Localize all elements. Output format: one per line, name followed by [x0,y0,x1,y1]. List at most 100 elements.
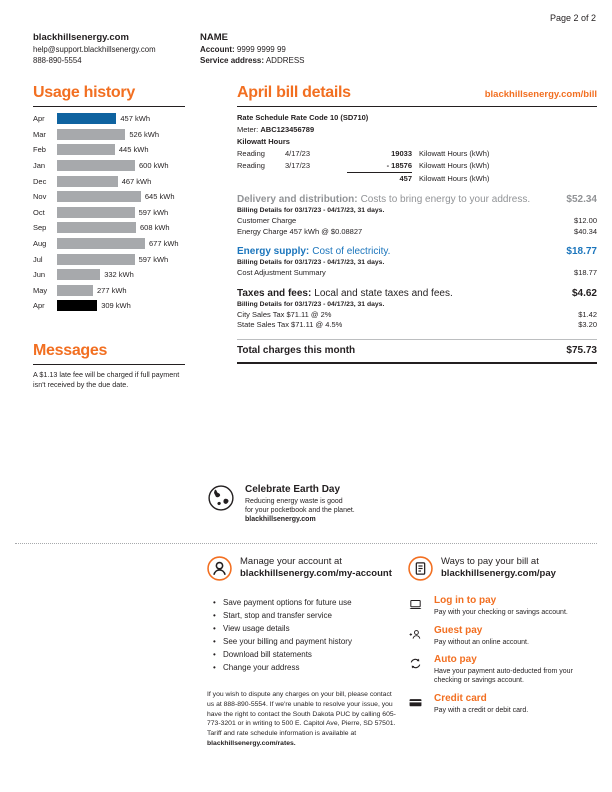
rate-schedule: Rate Schedule Rate Code 10 (SD710) [237,113,369,122]
messages-section: Messages A $1.13 late fee will be charge… [33,342,185,389]
usage-bar-month: May [33,285,48,295]
usage-bar-month: Aug [33,239,47,249]
usage-bar-row: Apr 309 kWh [33,298,185,314]
usage-bar-month: Apr [33,114,45,124]
ways-to-pay-column: Ways to pay your bill at blackhillsenerg… [408,556,598,722]
usage-bar [57,238,145,250]
usage-bar [57,253,135,265]
usage-bar-row: Oct 597 kWh [33,205,185,221]
account-benefit-text: Save payment options for future use [223,598,352,607]
meter-value: ABC123456789 [260,125,315,134]
earth-day-title: Celebrate Earth Day [245,484,341,495]
bill-section-amount: $18.77 [566,246,597,257]
bill-section-energy-supply: Energy supply: Cost of electricity. $18.77… [237,246,597,279]
usage-bar [57,269,101,281]
account-benefit-text: Change your address [223,663,300,672]
company-contact-block: blackhillsenergy.com help@support.blackh… [33,32,156,66]
laptop-icon [408,595,428,617]
usage-bar-month: Jan [33,161,46,171]
bill-line-item: Cost Adjustment Summary $18.77 [237,268,597,279]
usage-bar-month: Nov [33,192,47,202]
payment-method-title: Guest pay [434,624,483,636]
total-charges-block: Total charges this month $75.73 [237,338,597,364]
bill-section-subheading: Costs to bring energy to your address. [360,194,531,205]
account-benefit-text: View usage details [223,624,290,633]
payment-method-title: Credit card [434,692,487,704]
ways-to-pay-header: Ways to pay your bill at blackhillsenerg… [408,556,598,586]
messages-text: A $1.13 late fee will be charged if full… [33,370,180,389]
payment-method-text: Guest pay Pay without an online account. [434,625,529,647]
page-number: Page 2 of 2 [549,13,596,23]
account-benefit-item: • Save payment options for future use [207,596,403,609]
usage-bar-month: Mar [33,129,46,139]
usage-history-rule [33,106,185,107]
meter-reading-row: Reading 4/17/23 19033 Kilowatt Hours (kWh) [237,148,597,160]
usage-bar-value: 332 kWh [104,270,134,280]
usage-bar-row: Mar 526 kWh [33,127,185,143]
account-benefit-text: Download bill statements [223,650,312,659]
manage-account-heading: Manage your account at blackhillsenergy.… [240,556,392,580]
usage-bar-value: 600 kWh [139,161,169,171]
credit-card-icon [408,693,428,715]
rates-link: blackhillsenergy.com/rates. [207,739,296,747]
usage-bar-value: 677 kWh [149,239,179,249]
bill-line-amount: $3.20 [578,320,597,329]
usage-history-section: Usage history Apr 457 kWh Mar 526 kWh Feb 445… [33,84,185,314]
usage-bar [57,222,136,234]
customer-name: NAME [200,32,228,43]
bill-line-amount: $1.42 [578,309,597,319]
dispute-disclaimer: If you wish to dispute any charges on yo… [207,690,399,749]
usage-bar-row: May 277 kWh [33,283,185,299]
earth-day-promo: Celebrate Earth Day Reducing energy wast… [207,484,355,524]
bullet-dot: • [213,598,216,607]
meter-reading-row: 457 Kilowatt Hours (kWh) [237,173,597,185]
payment-method-item: Credit card Pay with a credit or debit ca… [408,693,598,715]
payment-method-desc: Pay without an online account. [434,638,529,646]
usage-bar-month: Sep [33,223,47,233]
reading-label: Reading [237,161,265,170]
reading-label: Reading [237,149,265,158]
bill-line-item: Energy Charge 457 kWh @ $0.08827 $40.34 [237,227,597,238]
usage-bar-month: Feb [33,145,46,155]
usage-bar-value: 277 kWh [97,285,127,295]
earth-icon [207,484,237,524]
bill-charge-sections: Delivery and distribution: Costs to bring… [237,194,597,331]
usage-bar-row: Sep 608 kWh [33,220,185,236]
bill-line-item: State Sales Tax $71.11 @ 4.5% $3.20 [237,320,597,331]
usage-bar-row: Nov 645 kWh [33,189,185,205]
bill-line-item: City Sales Tax $71.11 @ 2% $1.42 [237,310,597,321]
earth-day-line2: for your pocketbook and the planet. [245,507,355,514]
bill-line-label: Customer Charge [237,216,297,225]
usage-bar-row: Aug 677 kWh [33,236,185,252]
usage-bar-value: 608 kWh [140,223,170,233]
billing-details-period: Billing Details for 03/17/23 - 04/17/23,… [237,300,385,308]
usage-bar [57,300,98,312]
company-phone: 888-890-5554 [33,56,82,65]
bill-line-label: City Sales Tax $71.11 @ 2% [237,309,332,319]
bill-section-heading-row: Energy supply: Cost of electricity. $18.77 [237,246,597,257]
meter-line: Meter: ABC123456789 [237,124,597,136]
total-charges-row: Total charges this month $75.73 [237,345,597,356]
usage-bar [57,160,135,172]
usage-bar-value: 467 kWh [121,176,152,186]
total-charges-amount: $75.73 [566,344,597,356]
usage-bar [57,191,141,203]
messages-title: Messages [33,342,108,359]
bill-details-section: April bill details blackhillsenergy.com/… [237,84,597,364]
account-label: Account: [200,44,235,54]
payment-methods-list: Log in to pay Pay with your checking or s… [408,595,598,715]
reading-unit: Kilowatt Hours (kWh) [419,174,490,183]
usage-bar [57,113,117,125]
company-email: help@support.blackhillsenergy.com [33,45,156,54]
ways-to-pay-heading-url: blackhillsenergy.com/pay [441,568,556,579]
bill-section-heading: Energy supply: [237,246,310,257]
usage-bar [57,284,93,296]
usage-bar [57,128,126,140]
manage-account-heading-url: blackhillsenergy.com/my-account [240,568,392,579]
meter-label: Meter: [237,125,259,134]
billing-details-period: Billing Details for 03/17/23 - 04/17/23,… [237,259,385,266]
bill-line-amount: $12.00 [574,216,597,225]
pay-bill-icon [408,556,433,586]
bill-section-heading: Taxes and fees: [237,287,312,299]
